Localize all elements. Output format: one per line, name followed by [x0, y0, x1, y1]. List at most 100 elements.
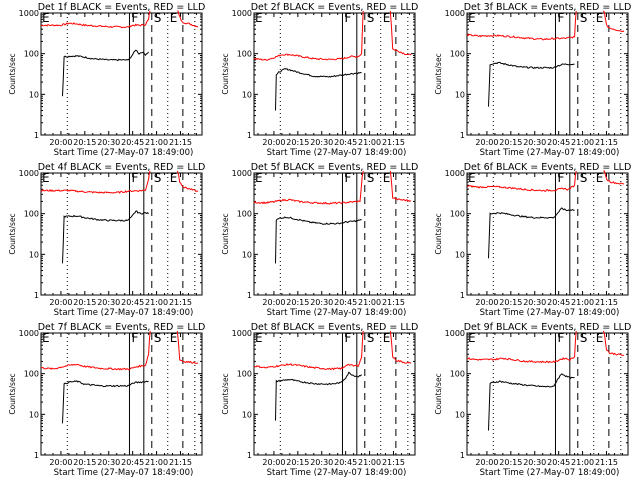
series-line-events: [62, 210, 149, 264]
x-tick-label: 21:00: [145, 458, 168, 467]
plot-svg: Det 5f BLACK = Events, RED = LLD 1 10 100 10…: [213, 160, 426, 320]
x-tick-label: 20:15: [73, 458, 96, 467]
x-tick-label: 20:45: [334, 138, 357, 147]
y-tick-label: 1000: [19, 329, 39, 338]
x-tick-label: 20:15: [286, 298, 309, 307]
x-tick-label: 21:15: [382, 298, 405, 307]
y-tick-label: 1000: [232, 169, 252, 178]
x-tick-label: 20:45: [121, 458, 144, 467]
y-axis-label: Counts/sec: [221, 53, 230, 94]
phase-marker-label: E: [42, 171, 50, 185]
plot-frame: [253, 172, 416, 296]
y-tick-label: 1: [247, 131, 252, 140]
phase-marker-label: F: [344, 171, 351, 185]
x-axis-label: Start Time (27-May-07 18:49:00): [54, 468, 194, 478]
phase-marker-label: F: [344, 11, 351, 25]
x-tick-label: 20:00: [262, 138, 285, 147]
x-tick-label: 21:00: [358, 458, 381, 467]
x-tick-label: 20:15: [73, 298, 96, 307]
y-tick-label: 100: [237, 370, 252, 379]
phase-marker-label: E: [255, 331, 263, 345]
x-tick-label: 20:45: [547, 138, 570, 147]
plot-frame: [466, 12, 629, 136]
y-axis-label: Counts/sec: [434, 213, 443, 254]
x-axis-label: Start Time (27-May-07 18:49:00): [480, 148, 620, 158]
phase-marker-label: F: [131, 331, 138, 345]
plot-svg: Det 8f BLACK = Events, RED = LLD 1 10 100 10…: [213, 320, 426, 480]
y-tick-label: 1000: [232, 329, 252, 338]
plot-title: Det 5f BLACK = Events, RED = LLD: [251, 162, 419, 173]
series-line-lld: [466, 330, 577, 364]
y-axis-label: Counts/sec: [8, 373, 17, 414]
x-tick-label: 20:45: [121, 138, 144, 147]
x-axis-label: Start Time (27-May-07 18:49:00): [480, 308, 620, 318]
x-tick-label: 20:30: [97, 298, 120, 307]
phase-marker-label: S: [580, 11, 588, 25]
y-tick-label: 100: [237, 50, 252, 59]
x-tick-label: 21:00: [358, 138, 381, 147]
plot-svg: Det 4f BLACK = Events, RED = LLD 1 10 100 10…: [0, 160, 213, 320]
plot-svg: Det 7f BLACK = Events, RED = LLD 1 10 100 10…: [0, 320, 213, 480]
x-tick-label: 21:15: [382, 458, 405, 467]
x-tick-label: 20:30: [310, 138, 333, 147]
series-line-lld: [40, 10, 151, 29]
series-line-lld-after: [176, 170, 199, 193]
series-line-lld-after: [177, 10, 199, 28]
series-line-lld-after: [389, 10, 412, 56]
y-axis-label: Counts/sec: [8, 53, 17, 94]
detector-plot-panel: Det 3f BLACK = Events, RED = LLD 1 10 100 10…: [426, 0, 639, 160]
y-tick-label: 10: [29, 410, 39, 419]
x-axis-label: Start Time (27-May-07 18:49:00): [267, 308, 407, 318]
phase-marker-label: E: [170, 171, 178, 185]
phase-marker-label: E: [468, 331, 476, 345]
detector-plot-panel: Det 4f BLACK = Events, RED = LLD 1 10 100 10…: [0, 160, 213, 320]
series-line-lld: [253, 170, 364, 205]
x-tick-label: 21:15: [169, 138, 192, 147]
y-tick-label: 100: [24, 210, 39, 219]
plot-title: Det 2f BLACK = Events, RED = LLD: [251, 2, 419, 13]
x-tick-label: 21:15: [595, 138, 618, 147]
y-axis-label: Counts/sec: [434, 373, 443, 414]
y-tick-label: 10: [242, 90, 252, 99]
y-tick-label: 1: [34, 451, 39, 460]
series-line-events: [275, 371, 362, 421]
plot-background: [426, 160, 639, 320]
plot-frame: [40, 332, 203, 456]
y-tick-label: 1000: [19, 9, 39, 18]
x-tick-label: 20:15: [499, 138, 522, 147]
series-line-lld-after: [602, 330, 625, 356]
phase-marker-label: E: [255, 171, 263, 185]
y-axis-label: Counts/sec: [221, 213, 230, 254]
series-line-events: [488, 61, 575, 107]
plot-frame: [40, 172, 203, 296]
x-tick-label: 20:45: [334, 458, 357, 467]
y-tick-label: 10: [242, 250, 252, 259]
plot-background: [426, 320, 639, 480]
plot-background: [213, 320, 426, 480]
phase-marker-label: S: [154, 11, 162, 25]
plot-title: Det 8f BLACK = Events, RED = LLD: [251, 322, 419, 333]
phase-marker-label: E: [596, 331, 604, 345]
detector-plot-panel: Det 5f BLACK = Events, RED = LLD 1 10 100 10…: [213, 160, 426, 320]
x-tick-label: 20:30: [97, 138, 120, 147]
detector-plot-panel: Det 9f BLACK = Events, RED = LLD 1 10 100 10…: [426, 320, 639, 480]
plot-background: [426, 0, 639, 160]
plot-background: [213, 0, 426, 160]
phase-marker-label: E: [255, 11, 263, 25]
plot-frame: [466, 332, 629, 456]
x-tick-label: 21:15: [595, 458, 618, 467]
detector-plot-panel: Det 8f BLACK = Events, RED = LLD 1 10 100 10…: [213, 320, 426, 480]
series-line-lld: [40, 170, 151, 194]
plot-background: [0, 160, 213, 320]
plot-frame: [466, 172, 629, 296]
x-tick-label: 21:00: [571, 298, 594, 307]
series-line-lld-after: [389, 170, 412, 202]
phase-marker-label: S: [580, 331, 588, 345]
x-axis-label: Start Time (27-May-07 18:49:00): [54, 148, 194, 158]
phase-marker-label: E: [468, 11, 476, 25]
phase-marker-label: F: [131, 11, 138, 25]
x-tick-label: 20:00: [475, 138, 498, 147]
x-tick-label: 20:30: [97, 458, 120, 467]
y-tick-label: 1000: [445, 329, 465, 338]
y-tick-label: 100: [450, 370, 465, 379]
